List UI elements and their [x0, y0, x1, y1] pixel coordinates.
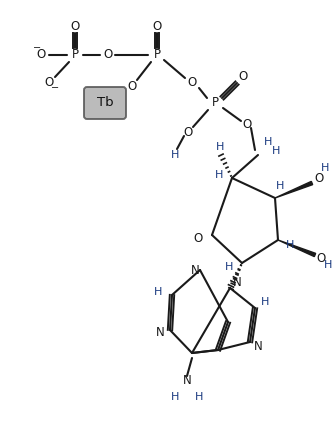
Text: H: H	[171, 392, 179, 402]
Text: H: H	[286, 240, 294, 250]
Text: P: P	[72, 49, 79, 61]
Text: H: H	[195, 392, 203, 402]
Text: N: N	[190, 264, 199, 276]
Text: N: N	[254, 340, 262, 354]
Text: H: H	[171, 150, 179, 160]
Text: H: H	[276, 181, 284, 191]
Text: O: O	[187, 77, 196, 89]
Text: O: O	[316, 253, 326, 265]
FancyBboxPatch shape	[84, 87, 126, 119]
Text: H: H	[264, 137, 272, 147]
Text: O: O	[238, 70, 248, 83]
Text: H: H	[261, 297, 269, 307]
Text: P: P	[211, 97, 218, 109]
Text: O: O	[242, 118, 252, 132]
Text: O: O	[103, 49, 113, 61]
Text: O: O	[128, 80, 137, 92]
Text: −: −	[33, 43, 41, 53]
Text: −: −	[51, 83, 59, 93]
Text: N: N	[182, 374, 191, 388]
Text: O: O	[44, 77, 54, 89]
Text: O: O	[153, 20, 162, 32]
Text: P: P	[154, 49, 161, 61]
Text: H: H	[215, 170, 223, 180]
Text: Tb: Tb	[97, 97, 113, 109]
Text: H: H	[272, 146, 280, 156]
Text: O: O	[314, 173, 324, 185]
Text: O: O	[193, 233, 202, 245]
Text: H: H	[216, 142, 224, 152]
Text: H: H	[324, 260, 332, 270]
Text: N: N	[156, 325, 165, 339]
Text: N: N	[233, 276, 241, 290]
Text: O: O	[183, 126, 192, 138]
Text: O: O	[70, 20, 80, 32]
Text: H: H	[154, 287, 162, 297]
Text: H: H	[321, 163, 329, 173]
Polygon shape	[278, 240, 316, 256]
Text: O: O	[36, 49, 46, 61]
Text: H: H	[225, 262, 233, 272]
Polygon shape	[275, 181, 313, 198]
